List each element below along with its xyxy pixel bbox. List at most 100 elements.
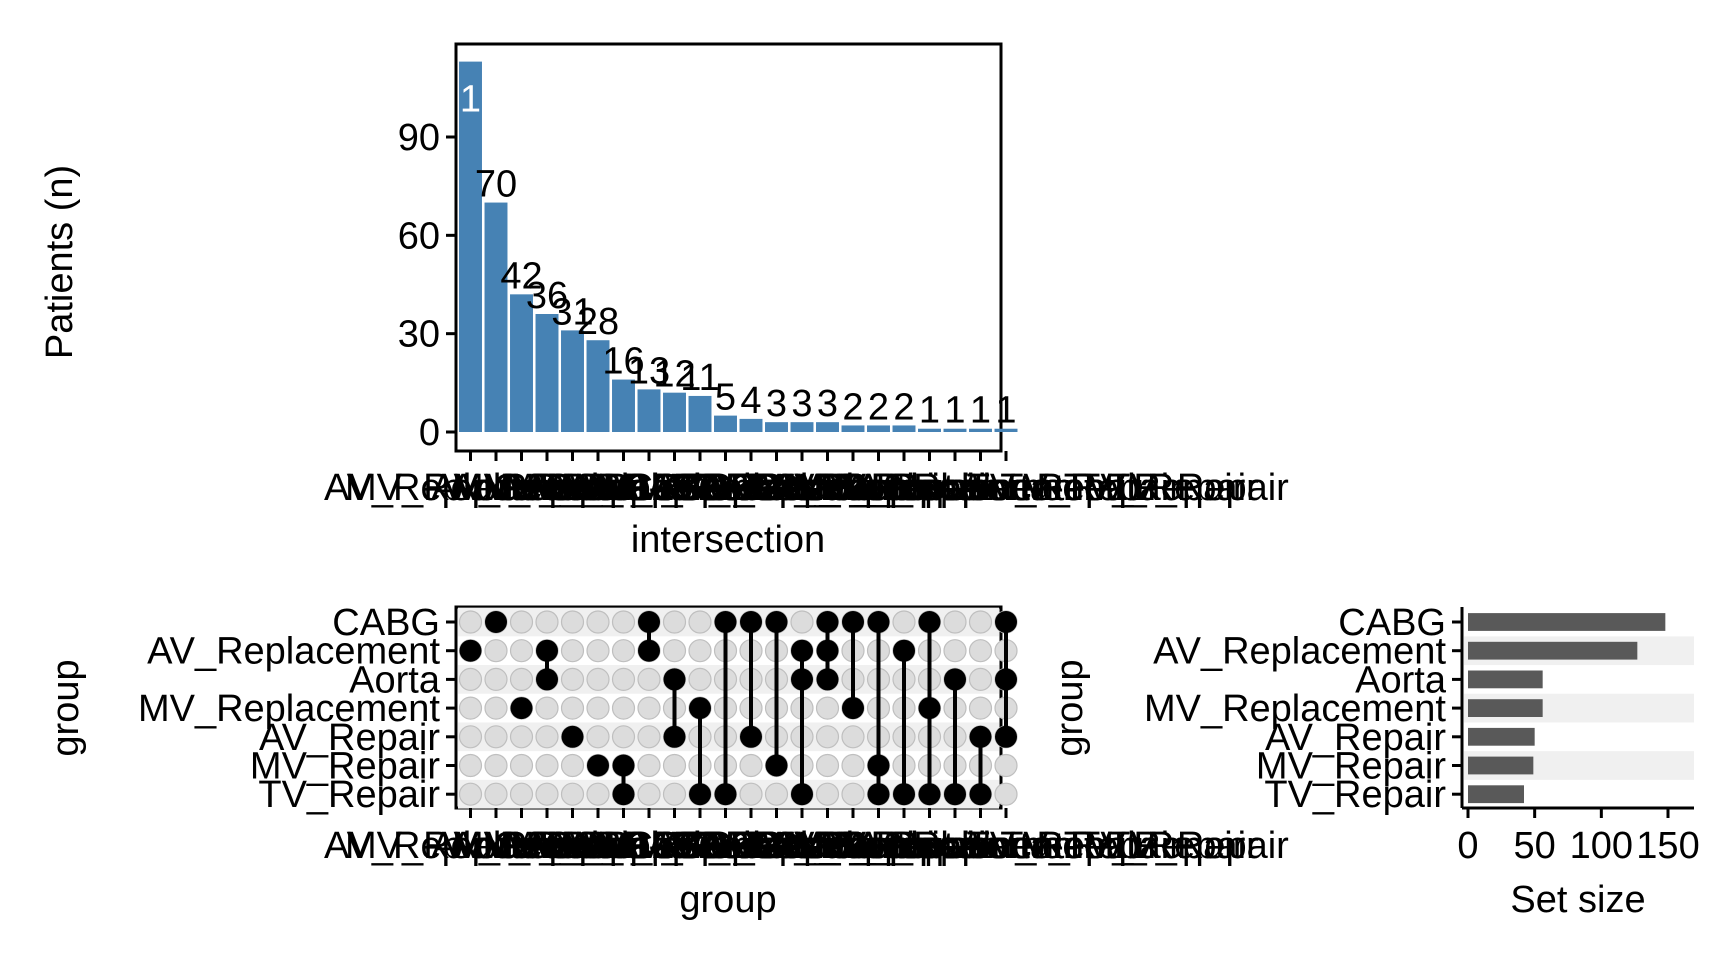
matrix-dot-inactive [764,782,789,806]
matrix-dot-active [791,783,813,806]
matrix-x-tick-label: MV_Repair-TV_Repair [482,825,867,867]
matrix-dot-active [918,783,941,806]
matrix-dot-active [612,783,635,806]
matrix-dot-inactive [968,610,993,634]
matrix-dot-inactive [637,725,661,749]
set-size-y-tick-label: MV_Replacement [1144,688,1446,730]
matrix-dot-inactive [535,753,559,778]
matrix-dot-inactive [535,696,559,720]
matrix-dot-active [638,639,660,662]
set-size-x-tick-label: 150 [1636,825,1699,867]
intersection-x-tick-label: CABG-TV_Repair [626,467,928,509]
intersection-bar-label: 70 [475,164,517,206]
matrix-dot-inactive [611,610,636,634]
set-size-y-tick-label: AV_Repair [1265,717,1446,759]
set-size-bar [1468,699,1543,717]
matrix-dot-inactive [560,696,585,720]
matrix-dot-active [689,697,711,720]
matrix-dot-active [842,697,864,720]
matrix-dot-inactive [484,639,508,663]
matrix-dot-active [816,639,839,662]
set-size-y-tick-label: TV_Repair [1264,774,1446,816]
intersection-x-tick-label: AV_Replacement [324,467,617,509]
matrix-dot-inactive [509,753,534,778]
matrix-dot-active [459,639,482,662]
matrix-dot-inactive [509,725,534,749]
intersection-bar [943,428,967,432]
matrix-dot-inactive [586,725,610,749]
matrix-dot-active [791,668,813,691]
matrix-dot-active [969,725,992,748]
intersection-bar [816,422,839,432]
matrix-dot-inactive [458,610,483,634]
matrix-dot-inactive [637,753,661,778]
combination-matrix-panel: CABGAV_ReplacementAortaMV_ReplacementAV_… [45,602,1289,921]
matrix-dot-active [765,754,788,777]
intersection-bar-label: 2 [868,386,889,428]
matrix-dot-active [689,783,711,806]
matrix-dot-active [867,754,890,777]
matrix-dot-inactive [611,639,636,663]
set-size-x-tick-label: 0 [1457,825,1478,867]
set-size-x-tick-label: 50 [1514,825,1556,867]
intersection-bar [892,425,916,432]
matrix-y-tick-label: MV_Repair [250,746,440,788]
intersection-bar [459,61,482,432]
intersection-x-tick-label: MV_Repair-TV_Repair [482,467,867,509]
matrix-dot-active [995,668,1017,691]
matrix-x-tick-label: CABG-MV_Repair [672,825,983,867]
matrix-x-axis: AV_ReplacementMV_ReplacementAV_RepairMV_… [324,808,1289,867]
matrix-dot-inactive [509,782,534,806]
set-size-x-axis: 0 50 100 150 [1457,808,1700,867]
matrix-dot-inactive [892,610,916,634]
matrix-dot-inactive [611,696,636,720]
matrix-dot-active [536,639,558,662]
intersection-y-tick-label: 0 [419,412,440,454]
intersection-bar-label: 36 [526,275,568,317]
matrix-dot-inactive [586,667,610,692]
intersection-bar [867,425,890,432]
matrix-dot-inactive [586,782,610,806]
intersection-bar [535,314,559,432]
matrix-x-tick-label: CABG-MV_Replacement-TV_Repair [672,825,1289,867]
intersection-bar [663,392,686,432]
matrix-dot-active [867,611,890,633]
matrix-dot-active [816,611,839,633]
set-size-bar [1468,785,1524,804]
intersection-bar-label: 42 [500,255,542,297]
matrix-dot-inactive [662,610,687,634]
matrix-dot-inactive [560,610,585,634]
intersection-x-tick-label: CABG-MV_Replacement [693,467,1116,509]
intersection-bar [918,428,941,432]
matrix-dot-inactive [560,753,585,778]
set-size-y-axis-title: group [1049,659,1091,756]
intersection-bar [637,389,661,432]
matrix-dot-inactive [815,753,840,778]
matrix-dot-inactive [611,725,636,749]
intersection-bar [765,422,788,432]
intersection-bar-label: 16 [602,341,644,383]
intersection-x-tick-label: CABG-AV_Replacement-TV_Repair [651,467,1259,509]
intersection-x-tick-label: CABG-AV_Replacement [493,467,907,509]
matrix-dot-inactive [535,610,559,634]
matrix-dot-active [842,611,864,633]
matrix-dot-inactive [994,753,1018,778]
intersection-bar [510,294,533,432]
matrix-dot-inactive [739,782,763,806]
matrix-x-axis-title: group [679,879,776,921]
matrix-dot-active [612,754,635,777]
matrix-dot-active [893,639,915,662]
matrix-dot-inactive [841,782,865,806]
matrix-y-tick-label: TV_Repair [258,774,440,816]
intersection-bar [841,425,865,432]
intersection-x-tick-label: AV_Repair [431,467,612,509]
intersection-bar [739,418,763,432]
intersection-bar [484,202,508,432]
intersection-x-tick-label: CABG-Aorta-AV_Replacement [620,467,1137,509]
intersection-bar [688,395,712,432]
matrix-x-tick-label: AV_Repair [431,825,612,867]
intersection-y-axis: 0 30 60 90 [398,117,456,454]
matrix-dot-inactive [662,753,687,778]
intersection-x-tick-label: Aorta [527,467,619,509]
